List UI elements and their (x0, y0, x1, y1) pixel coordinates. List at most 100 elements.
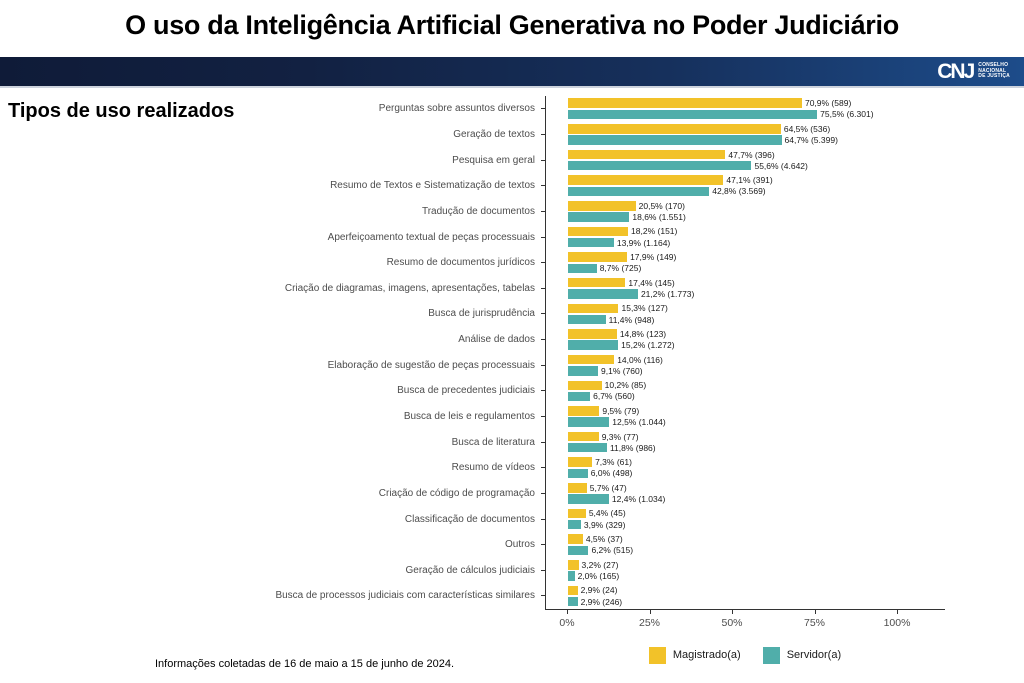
bar-value-label: 2,0% (165) (577, 570, 620, 581)
chart-row: Busca de leis e regulamentos 9,5% (79) 12,… (270, 403, 970, 430)
y-axis-tick (541, 133, 545, 135)
legend-label-magistrado: Magistrado(a) (672, 649, 741, 662)
magistrado-bar (568, 406, 600, 416)
bar-value-label: 2,9% (24) (580, 585, 618, 596)
row-plot: 4,5% (37) 6,2% (515) (545, 531, 970, 558)
category-label: Resumo de documentos jurídicos (386, 257, 535, 269)
bar-value-label: 6,7% (560) (593, 391, 635, 402)
bar-group-line: 15,3% (127) (568, 303, 970, 313)
row-plot: 7,3% (61) 6,0% (498) (545, 454, 970, 481)
row-plot: 17,4% (145) 21,2% (1.773) (545, 275, 970, 302)
bar-value-label: 15,3% (127) (621, 303, 668, 314)
y-axis-tick (541, 518, 545, 520)
category-label: Criação de código de programação (378, 487, 535, 499)
magistrado-bar (568, 457, 593, 467)
category-label: Busca de jurisprudência (428, 308, 535, 320)
bar-group-line: 6,0% (498) (568, 468, 970, 478)
bar-value-label: 12,5% (1.044) (612, 417, 666, 428)
cnj-logo-caption: CONSELHO NACIONAL DE JUSTIÇA (978, 63, 1010, 80)
servidor-bar (568, 519, 581, 530)
magistrado-bar (568, 149, 726, 160)
x-axis: 0% 25% 50% 75% 100% (545, 608, 945, 635)
row-plot: 15,3% (127) 11,4% (948) (545, 301, 970, 327)
bar-value-label: 47,1% (391) (726, 175, 773, 186)
row-plot: 10,2% (85) 6,7% (560) (545, 378, 970, 404)
row-plot: 14,8% (123) 15,2% (1.272) (545, 326, 970, 353)
x-axis-tick (897, 609, 898, 614)
bar-group-line: 21,2% (1.773) (568, 289, 970, 299)
category-label: Tradução de documentos (421, 205, 535, 217)
bar-group-line: 7,3% (61) (568, 457, 970, 467)
legend-swatch-magistrado (648, 646, 666, 664)
section-title: Tipos de uso realizados (8, 100, 235, 122)
bar-value-label: 10,2% (85) (604, 380, 647, 391)
chart-row: Pesquisa em geral 47,7% (396) 55,6% (4.642… (270, 147, 970, 173)
category-label: Busca de processos judiciais com caracte… (275, 590, 535, 602)
bar-value-label: 5,4% (45) (588, 508, 626, 519)
bar-group-line: 14,0% (116) (568, 355, 970, 365)
y-axis-tick (541, 108, 545, 110)
category-label: Criação de diagramas, imagens, apresenta… (284, 282, 535, 294)
bar-value-label: 55,6% (4.642) (754, 160, 808, 171)
cnj-caption-line-1: CONSELHO (978, 62, 1009, 69)
bar-value-label: 9,3% (77) (601, 431, 639, 442)
bar-value-label: 14,8% (123) (619, 328, 667, 339)
footer-note: Informações coletadas de 16 de maio a 15… (155, 658, 455, 670)
magistrado-bar (568, 380, 602, 391)
row-plot: 47,1% (391) 42,8% (3.569) (545, 172, 970, 199)
category-label: Análise de dados (458, 334, 535, 346)
bar-group-line: 20,5% (170) (568, 201, 970, 211)
servidor-bar (568, 186, 710, 197)
servidor-bar (568, 468, 588, 479)
chart-row: Busca de processos judiciais com caracte… (270, 583, 970, 609)
chart-legend: Magistrado(a) Servidor(a) (545, 646, 945, 664)
category-label: Outros (504, 539, 535, 551)
category-label: Busca de leis e regulamentos (403, 411, 535, 422)
servidor-bar (568, 212, 630, 222)
chart-row: Geração de textos 64,5% (536) 64,7% (5.399… (270, 121, 970, 148)
chart-rows: Perguntas sobre assuntos diversos 70,9% (… (270, 96, 970, 609)
bar-group-line: 15,2% (1.272) (568, 340, 970, 350)
bar-value-label: 75,5% (6.301) (820, 109, 874, 120)
magistrado-bar (568, 277, 626, 288)
servidor-bar (568, 596, 578, 607)
x-axis-tick-label: 50% (721, 616, 743, 629)
servidor-bar (568, 340, 619, 350)
bar-group-line: 5,7% (47) (568, 483, 970, 493)
bar-group-line: 18,6% (1.551) (568, 212, 970, 222)
bar-value-label: 64,5% (536) (783, 123, 831, 134)
x-axis-tick (814, 609, 816, 614)
servidor-bar (568, 237, 614, 248)
magistrado-bar (568, 483, 587, 493)
cnj-logo-acronym: CNJ (937, 60, 975, 83)
category-label: Resumo de Textos e Sistematização de tex… (330, 180, 535, 192)
y-axis-tick (541, 236, 545, 238)
bar-value-label: 11,4% (948) (608, 314, 655, 325)
servidor-bar (568, 109, 818, 120)
row-plot: 14,0% (116) 9,1% (760) (545, 352, 970, 379)
y-axis-tick (541, 492, 545, 494)
cnj-logo: CNJ CONSELHO NACIONAL DE JUSTIÇA (937, 61, 1010, 82)
y-axis-tick (541, 210, 545, 212)
page-title: O uso da Inteligência Artificial Generat… (125, 10, 899, 40)
row-plot: 3,2% (27) 2,0% (165) (545, 557, 970, 584)
bar-group-line: 42,8% (3.569) (568, 186, 970, 196)
bar-value-label: 2,9% (246) (580, 596, 623, 607)
bar-group-line: 47,7% (396) (568, 149, 970, 160)
servidor-bar (568, 314, 606, 325)
x-axis-tick-label: 25% (638, 616, 661, 629)
category-label: Geração de cálculos judiciais (405, 564, 535, 576)
bar-value-label: 3,9% (329) (583, 519, 626, 530)
row-plot: 47,7% (396) 55,6% (4.642) (545, 147, 970, 173)
bar-group-line: 14,8% (123) (568, 329, 970, 339)
bar-value-label: 14,0% (116) (617, 354, 663, 365)
y-axis-tick (541, 287, 545, 289)
servidor-bar (568, 160, 752, 171)
chart-row: Resumo de Textos e Sistematização de tex… (270, 172, 970, 199)
legend-entry-servidor: Servidor(a) (762, 646, 841, 664)
magistrado-bar (568, 431, 599, 442)
category-label: Elaboração de sugestão de peças processu… (327, 359, 535, 371)
row-plot: 5,4% (45) 3,9% (329) (545, 506, 970, 532)
y-axis-tick (541, 339, 545, 341)
legend-entry-magistrado: Magistrado(a) (648, 646, 741, 664)
